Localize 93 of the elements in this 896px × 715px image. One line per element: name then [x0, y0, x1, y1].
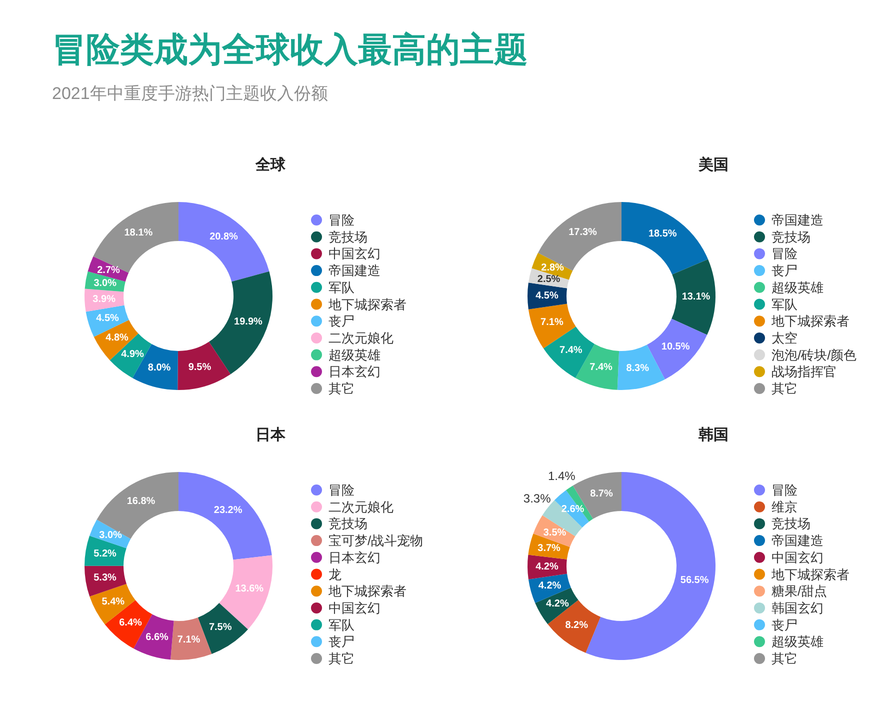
legend-label: 丧尸 — [772, 617, 798, 632]
data-label: 7.1% — [540, 317, 564, 328]
data-label: 7.5% — [208, 622, 232, 634]
data-label: 5.4% — [102, 596, 125, 608]
data-label: 8.7% — [590, 488, 613, 500]
text: 冒险类成为全球收入最高的主题 — [52, 31, 528, 69]
data-label: 7.1% — [177, 634, 200, 646]
chart-title: 日本 — [256, 426, 286, 444]
legend-label: 丧尸 — [772, 263, 798, 278]
data-label: 20.8% — [210, 231, 238, 242]
data-label: 3.5% — [543, 527, 566, 538]
legend-label: 太空 — [772, 330, 798, 346]
data-label: 9.5% — [188, 362, 212, 373]
legend-label: 其它 — [772, 651, 798, 666]
legend-label: 军队 — [328, 280, 354, 295]
legend-label: 战场指挥官 — [772, 364, 836, 380]
data-label: 4.5% — [96, 313, 120, 324]
data-label: 2.5% — [537, 274, 560, 286]
legend-label: 地下城探索者 — [328, 584, 406, 599]
legend-label: 糖果/甜点 — [772, 584, 828, 599]
legend-label: 冒险 — [328, 482, 354, 498]
legend-label: 帝国建造 — [328, 263, 380, 278]
chart-title: 全球 — [254, 156, 286, 174]
legend-label: 维京 — [772, 499, 798, 514]
legend-label: 龙 — [328, 566, 342, 582]
legend-label: 竞技场 — [772, 516, 810, 532]
text: 2021年中重度手游热门主题收入份额 — [52, 84, 328, 103]
data-label: 6.4% — [119, 617, 142, 628]
legend-label: 竞技场 — [772, 229, 810, 244]
data-label: 6.6% — [146, 632, 169, 643]
legend-label: 中国玄幻 — [772, 550, 824, 565]
data-label: 1.4% — [548, 469, 576, 484]
data-label: 8.2% — [565, 620, 588, 631]
legend-label: 竞技场 — [328, 229, 368, 244]
data-label: 7.4% — [590, 362, 613, 374]
legend-label: 日本玄幻 — [328, 550, 380, 565]
chart-title: 美国 — [698, 156, 728, 174]
data-label: 4.8% — [106, 332, 129, 344]
data-label: 4.2% — [536, 561, 559, 572]
data-label: 17.3% — [568, 226, 598, 238]
legend-label: 韩国玄幻 — [772, 600, 824, 616]
legend-label: 冒险 — [772, 246, 798, 262]
legend-label: 超级英雄 — [772, 634, 824, 650]
legend-label: 超级英雄 — [772, 280, 824, 295]
data-label: 8.3% — [626, 363, 650, 374]
legend-label: 丧尸 — [328, 634, 354, 650]
legend-label: 冒险 — [772, 482, 798, 498]
legend-label: 中国玄幻 — [328, 246, 380, 262]
legend-label: 地下城探索者 — [770, 314, 850, 329]
data-label: 3.0% — [94, 278, 117, 289]
data-label: 10.5% — [661, 342, 690, 353]
data-label: 13.6% — [235, 583, 264, 594]
legend-label: 其它 — [772, 381, 798, 396]
data-label: 3.3% — [523, 492, 552, 506]
data-label: 18.1% — [124, 228, 153, 239]
data-label: 16.8% — [126, 496, 156, 508]
chart-title: 韩国 — [698, 426, 728, 444]
legend-label: 其它 — [328, 651, 354, 666]
data-label: 56.5% — [680, 574, 709, 586]
data-label: 3.7% — [538, 543, 561, 554]
legend-label: 宝可梦/战斗宠物 — [328, 533, 424, 548]
data-label: 13.1% — [682, 291, 710, 302]
data-label: 5.3% — [94, 572, 117, 584]
legend-label: 超级英雄 — [328, 347, 380, 362]
data-label: 23.2% — [214, 504, 242, 516]
legend-label: 冒险 — [328, 212, 354, 228]
legend-label: 二次元娘化 — [328, 330, 394, 346]
data-label: 3.0% — [99, 530, 122, 541]
data-label: 7.4% — [560, 345, 582, 356]
data-label: 4.5% — [536, 290, 559, 302]
data-label: 2.8% — [541, 262, 564, 274]
data-label: 3.9% — [92, 294, 116, 305]
data-label: 8.0% — [148, 362, 171, 374]
legend-label: 中国玄幻 — [328, 600, 380, 616]
legend-label: 帝国建造 — [772, 212, 824, 228]
legend-label: 军队 — [772, 296, 798, 312]
data-label: 18.5% — [648, 228, 677, 240]
legend-label: 日本玄幻 — [328, 364, 380, 380]
data-label: 2.7% — [97, 264, 120, 276]
data-label: 4.2% — [546, 598, 569, 610]
legend-label: 帝国建造 — [772, 533, 824, 548]
legend-label: 丧尸 — [328, 314, 354, 329]
legend-label: 地下城探索者 — [328, 296, 406, 312]
data-label: 4.2% — [538, 580, 562, 592]
legend-label: 军队 — [328, 617, 354, 632]
legend-label: 其它 — [328, 381, 354, 396]
data-label: 4.9% — [121, 349, 144, 360]
legend-label: 二次元娘化 — [328, 499, 394, 514]
legend-label: 地下城探索者 — [770, 566, 850, 582]
legend-label: 竞技场 — [328, 516, 368, 532]
data-label: 5.2% — [94, 548, 117, 560]
data-label: 19.9% — [234, 316, 263, 328]
legend-label: 泡泡/砖块/颜色 — [772, 347, 857, 362]
